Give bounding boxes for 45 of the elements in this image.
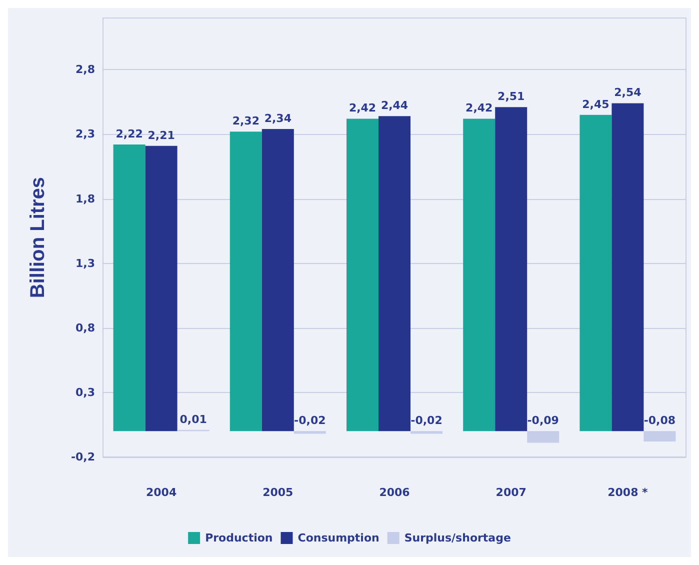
bar (262, 129, 294, 432)
y-tick-label: -0,2 (70, 450, 95, 464)
x-tick-label: 2007 (496, 486, 526, 499)
y-tick-label: 1,8 (76, 192, 95, 206)
y-tick-label: 2,3 (76, 128, 95, 141)
y-tick-label: 0,8 (76, 321, 95, 334)
data-label: 2,42 (348, 102, 376, 115)
bar (463, 118, 496, 432)
data-label: 2,42 (466, 102, 493, 115)
data-label: 2,51 (498, 90, 525, 104)
y-tick-label: 1,3 (76, 256, 95, 270)
bar (612, 103, 644, 432)
y-tick-label: 2,8 (76, 63, 95, 76)
data-label: 2,54 (614, 86, 642, 100)
bar (294, 431, 326, 434)
data-label: 2,44 (380, 99, 408, 112)
data-label: 2,32 (232, 114, 260, 128)
data-label: 2,21 (148, 128, 175, 142)
legend-label: Consumption (298, 532, 380, 544)
bar (527, 431, 560, 443)
data-label: -0,08 (644, 414, 676, 428)
bar (580, 114, 612, 432)
data-label: -0,02 (410, 414, 442, 428)
bar (113, 144, 146, 432)
y-tick-label: 0,3 (76, 386, 95, 399)
x-tick-label: 2006 (379, 486, 410, 499)
bar (346, 118, 378, 432)
data-label: -0,02 (294, 414, 326, 428)
bar (644, 431, 676, 442)
bar (410, 431, 442, 434)
data-label: 2,45 (582, 98, 610, 111)
bar (495, 107, 528, 432)
x-tick-label: 2005 (262, 486, 294, 499)
data-label: 0,01 (180, 412, 207, 426)
bar (378, 116, 410, 432)
data-label: 2,34 (264, 112, 292, 126)
bar (145, 146, 178, 432)
data-label: -0,09 (527, 414, 559, 428)
x-tick-label: 2008 * (608, 486, 648, 499)
y-axis-title: Billion Litres (27, 176, 49, 298)
data-label: 2,22 (116, 128, 143, 141)
bar (230, 132, 262, 432)
legend-label: Production (205, 532, 273, 544)
legend-label: Surplus/shortage (404, 532, 511, 544)
x-tick-label: 2004 (146, 486, 177, 499)
